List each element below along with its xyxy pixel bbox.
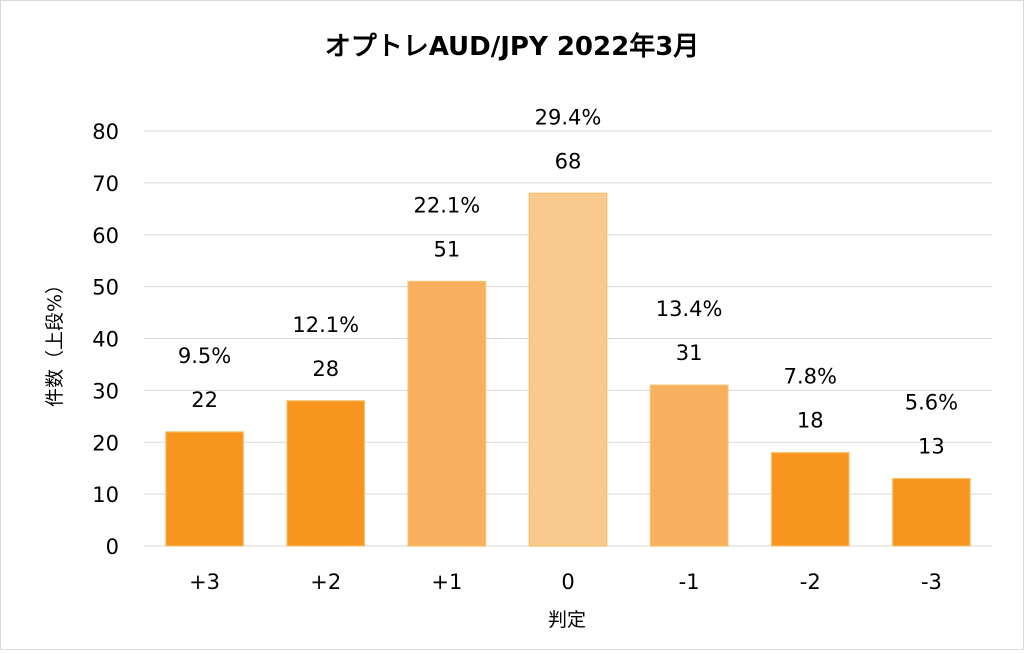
y-tick-label: 80 — [92, 120, 119, 144]
bar — [770, 452, 850, 547]
value-label: 68 — [555, 149, 582, 173]
value-label: 28 — [312, 357, 339, 381]
y-tick-label: 60 — [92, 224, 119, 248]
value-label: 13 — [918, 435, 945, 459]
bar — [165, 431, 244, 547]
y-tick-label: 20 — [92, 431, 119, 455]
bar — [528, 192, 608, 547]
bar — [407, 280, 487, 547]
y-tick-label: 0 — [106, 535, 119, 559]
y-axis-ticks: 0 10 20 30 40 50 60 70 80 — [92, 120, 119, 559]
value-label: 31 — [676, 341, 703, 365]
x-tick-label: +2 — [310, 570, 341, 594]
chart-title: オプトレAUD/JPY 2022年3月 — [325, 31, 700, 62]
y-tick-label: 50 — [92, 276, 119, 300]
x-tick-label: +1 — [431, 570, 462, 594]
y-tick-label: 70 — [92, 172, 119, 196]
y-tick-label: 10 — [92, 483, 119, 507]
value-label: 51 — [433, 237, 460, 261]
data-labels: 22 9.5% 28 12.1% 51 22.1% 68 29.4% 31 13.4% 18 7.8%… — [178, 105, 958, 458]
percent-label: 13.4% — [656, 297, 723, 321]
percent-label: 12.1% — [292, 313, 359, 337]
value-label: 18 — [797, 409, 824, 433]
x-tick-label: -3 — [921, 570, 942, 594]
bar — [649, 384, 729, 547]
bar — [286, 400, 366, 547]
percent-label: 22.1% — [413, 193, 480, 217]
x-tick-label: -2 — [800, 570, 821, 594]
percent-label: 5.6% — [905, 391, 958, 415]
x-axis-title: 判定 — [548, 609, 586, 631]
bar — [892, 477, 971, 547]
x-axis-ticks: +3 +2 +1 0 -1 -2 -3 — [189, 570, 942, 594]
y-axis-title: 件数（上段%） — [44, 275, 66, 407]
percent-label: 29.4% — [535, 105, 602, 129]
x-tick-label: +3 — [189, 570, 220, 594]
x-tick-label: -1 — [679, 570, 700, 594]
bars — [165, 192, 971, 547]
percent-label: 7.8% — [784, 365, 837, 389]
x-tick-label: 0 — [561, 570, 574, 594]
y-tick-label: 30 — [92, 379, 119, 403]
y-tick-label: 40 — [92, 328, 119, 352]
value-label: 22 — [191, 388, 218, 412]
percent-label: 9.5% — [178, 344, 231, 368]
